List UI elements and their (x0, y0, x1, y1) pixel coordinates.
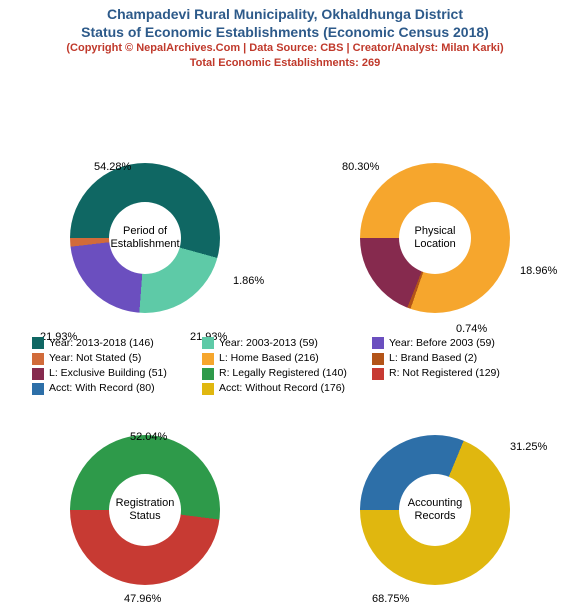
pct-label: 31.25% (510, 441, 547, 453)
legend-item: Year: Before 2003 (59) (372, 336, 542, 351)
legend-label: L: Home Based (216) (219, 351, 319, 366)
donut-accounting: Accounting Records (360, 435, 510, 585)
pct-label: 47.96% (124, 593, 161, 605)
pct-label: 54.28% (94, 161, 131, 173)
title-line-1: Champadevi Rural Municipality, Okhaldhun… (8, 6, 562, 24)
legend-label: R: Legally Registered (140) (219, 366, 347, 381)
legend-item: L: Home Based (216) (202, 351, 372, 366)
legend-swatch (202, 337, 214, 349)
pct-label: 52.04% (130, 431, 167, 443)
legend-label: Acct: With Record (80) (49, 381, 155, 396)
legend-item: Year: Not Stated (5) (32, 351, 202, 366)
legend-row: Acct: With Record (80) Acct: Without Reco… (32, 381, 542, 396)
legend: Year: 2013-2018 (146) Year: 2003-2013 (59… (32, 336, 542, 397)
legend-row: Year: Not Stated (5) L: Home Based (216) L… (32, 351, 542, 366)
legend-item: L: Exclusive Building (51) (32, 366, 202, 381)
pct-label: 68.75% (372, 593, 409, 605)
donut-registration-label: Registration Status (109, 474, 181, 546)
legend-item: Acct: Without Record (176) (202, 381, 372, 396)
pct-label: 1.86% (233, 275, 264, 287)
donut-accounting-label: Accounting Records (399, 474, 471, 546)
chart-location: Physical Location 80.30% 18.96% 0.74% (312, 151, 570, 341)
subtitle-line-2: Total Economic Establishments: 269 (8, 56, 562, 71)
legend-label: Year: Not Stated (5) (49, 351, 141, 366)
donut-registration: Registration Status (70, 435, 220, 585)
legend-swatch (32, 353, 44, 365)
legend-item: Year: 2013-2018 (146) (32, 336, 202, 351)
legend-label: Year: Before 2003 (59) (389, 336, 495, 351)
legend-swatch (32, 383, 44, 395)
donut-period-label: Period of Establishment (109, 202, 181, 274)
donut-location-label: Physical Location (399, 202, 471, 274)
legend-label: L: Exclusive Building (51) (49, 366, 167, 381)
legend-row: Year: 2013-2018 (146) Year: 2003-2013 (59… (32, 336, 542, 351)
pct-label: 0.74% (456, 323, 487, 335)
legend-swatch (202, 368, 214, 380)
subtitle-line-1: (Copyright © NepalArchives.Com | Data So… (8, 41, 562, 56)
chart-registration: Registration Status 52.04% 47.96% (30, 423, 290, 613)
donut-period: Period of Establishment (70, 163, 220, 313)
donut-location: Physical Location (360, 163, 510, 313)
legend-swatch (202, 383, 214, 395)
chart-period: Period of Establishment 54.28%21.93%21.9… (30, 151, 290, 341)
legend-item: R: Legally Registered (140) (202, 366, 372, 381)
legend-swatch (32, 368, 44, 380)
legend-swatch (372, 368, 384, 380)
legend-item: Acct: With Record (80) (32, 381, 202, 396)
legend-label: Year: 2013-2018 (146) (49, 336, 154, 351)
legend-label: Acct: Without Record (176) (219, 381, 345, 396)
legend-swatch (372, 337, 384, 349)
legend-swatch (32, 337, 44, 349)
legend-swatch (202, 353, 214, 365)
legend-label: Year: 2003-2013 (59) (219, 336, 318, 351)
legend-label: R: Not Registered (129) (389, 366, 500, 381)
chart-header: Champadevi Rural Municipality, Okhaldhun… (0, 0, 570, 73)
legend-swatch (372, 353, 384, 365)
legend-row: L: Exclusive Building (51) R: Legally Reg… (32, 366, 542, 381)
legend-label: L: Brand Based (2) (389, 351, 477, 366)
title-line-2: Status of Economic Establishments (Econo… (8, 24, 562, 42)
pct-label: 18.96% (520, 265, 557, 277)
legend-item: Year: 2003-2013 (59) (202, 336, 372, 351)
chart-accounting: Accounting Records 31.25% 68.75% (312, 423, 570, 613)
pct-label: 80.30% (342, 161, 379, 173)
legend-item: L: Brand Based (2) (372, 351, 542, 366)
legend-item: R: Not Registered (129) (372, 366, 542, 381)
